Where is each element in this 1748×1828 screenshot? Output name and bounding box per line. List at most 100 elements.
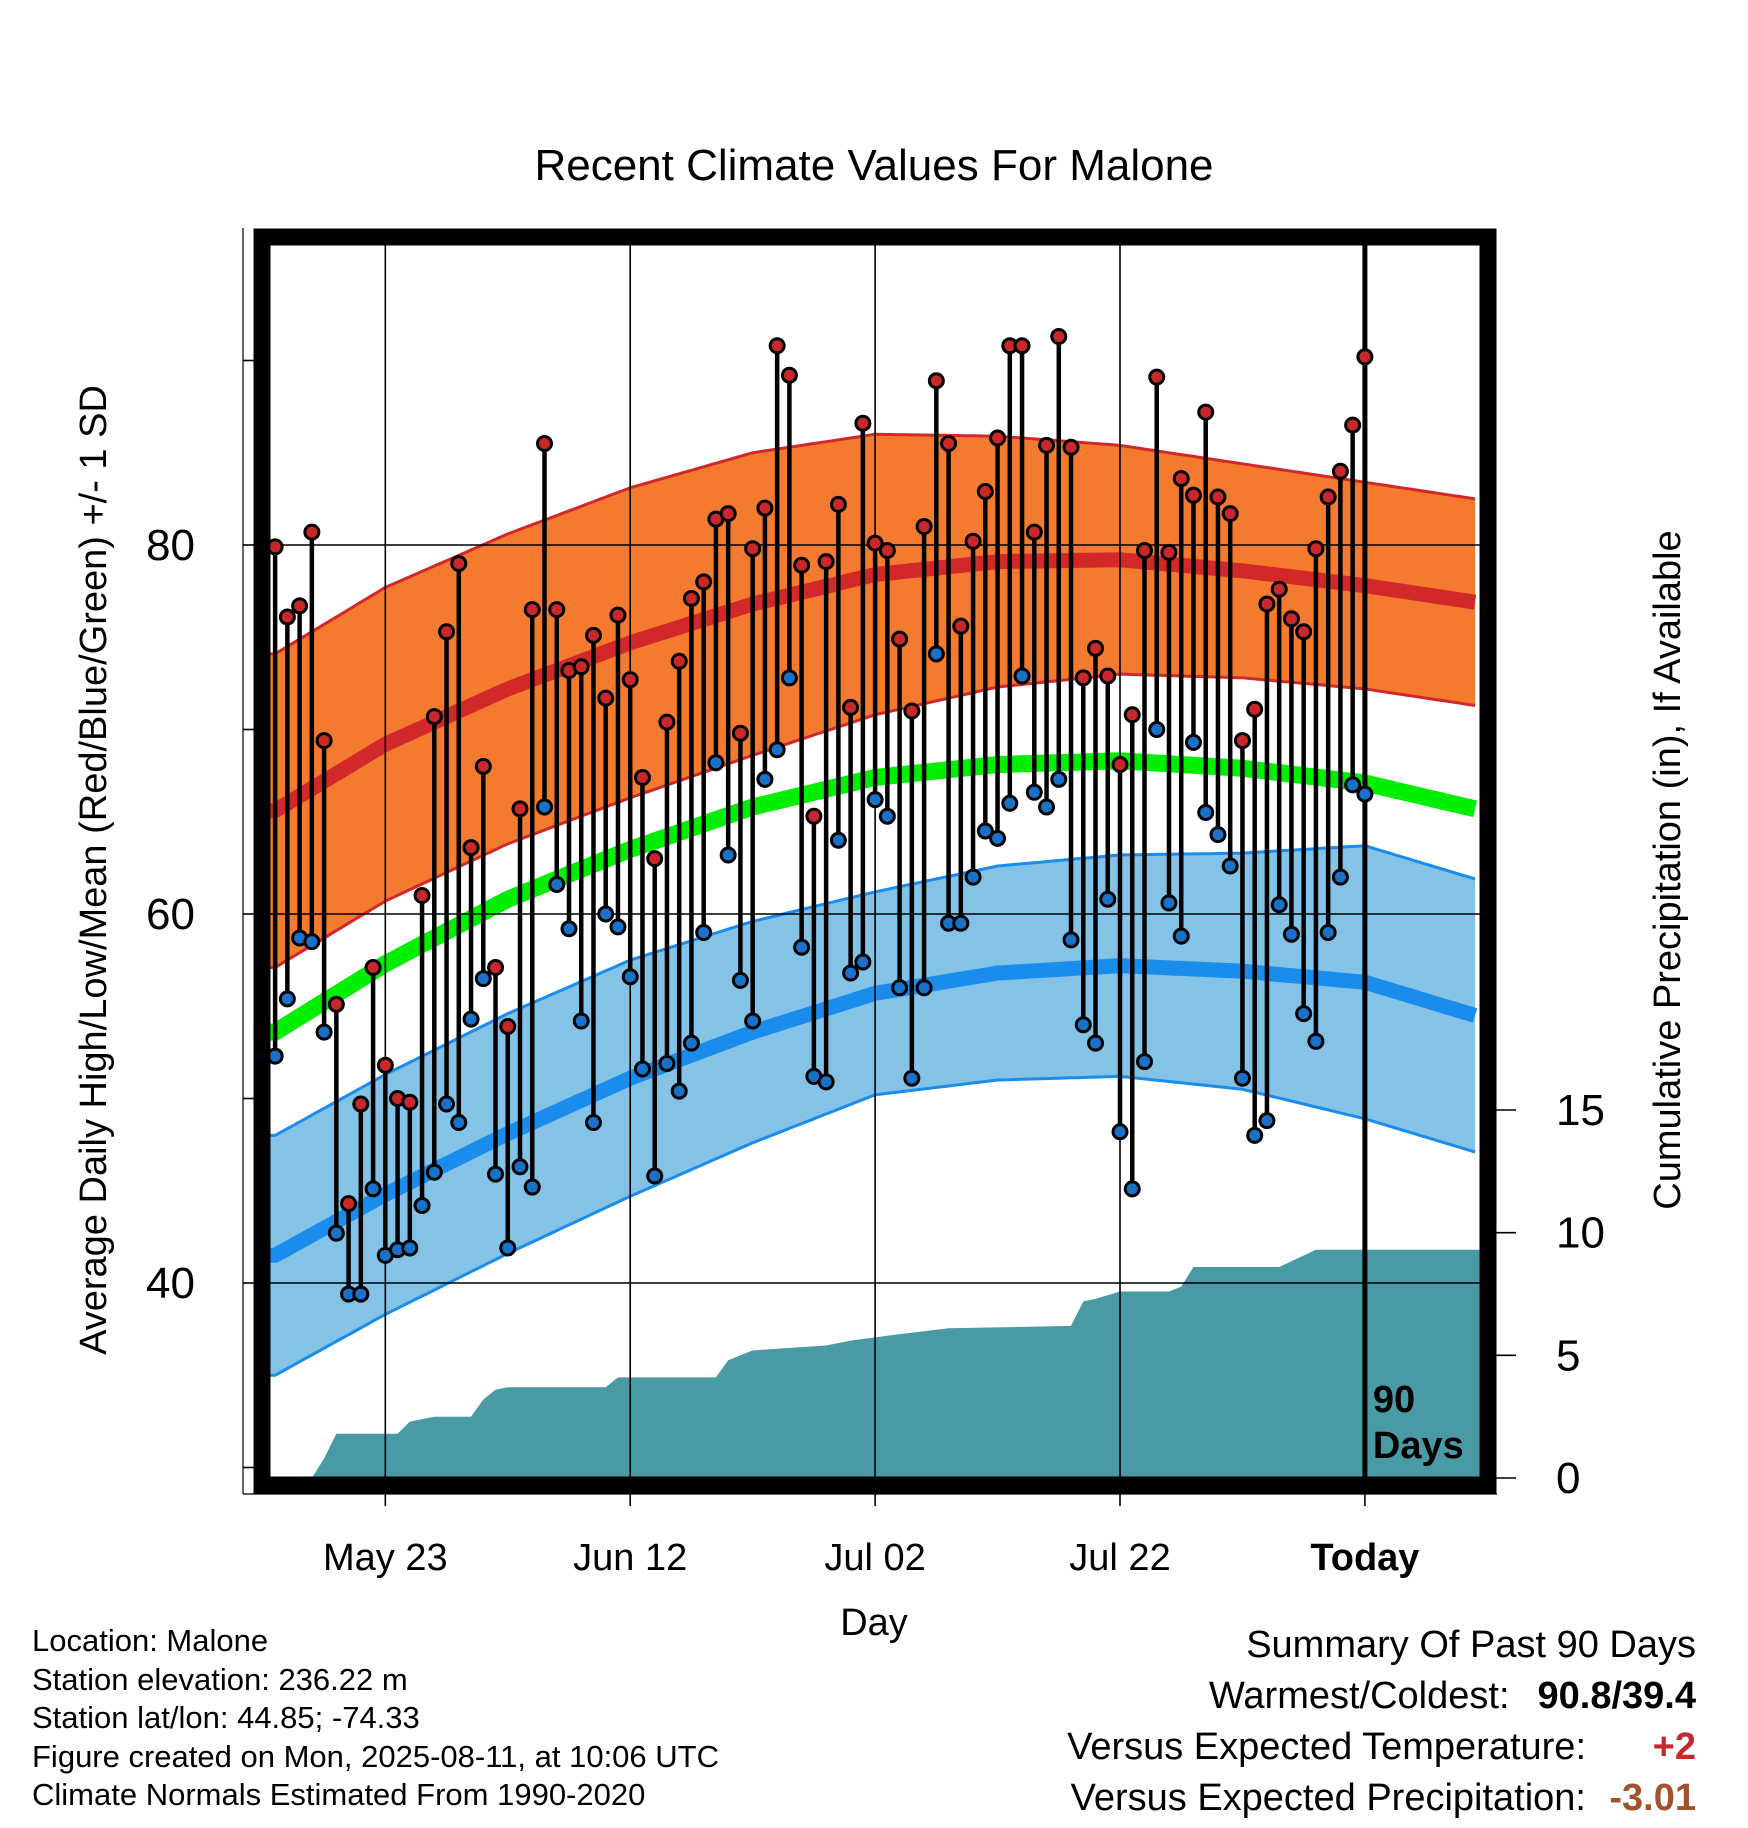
- low-temp-marker: [731, 971, 749, 989]
- high-temp-marker: [1282, 610, 1300, 628]
- summary-temp: Versus Expected Temperature: +2: [1067, 1722, 1696, 1773]
- low-temp-marker: [1148, 721, 1166, 738]
- x-tick-label: May 23: [323, 1537, 448, 1579]
- low-temp-marker: [878, 807, 896, 825]
- high-temp-marker: [682, 590, 700, 608]
- low-temp-marker: [903, 1069, 921, 1087]
- high-temp-marker: [756, 499, 774, 517]
- high-temp-marker: [658, 713, 676, 731]
- low-temp-marker: [793, 938, 811, 956]
- low-temp-marker: [1295, 1005, 1313, 1023]
- low-temp-marker: [1331, 868, 1349, 886]
- y-tick-label: 60: [146, 890, 195, 939]
- high-temp-marker: [474, 757, 492, 775]
- high-temp-marker: [291, 597, 309, 615]
- low-temp-marker: [633, 1060, 651, 1078]
- high-temp-marker: [352, 1095, 370, 1113]
- high-temp-marker: [609, 606, 627, 624]
- high-temp-marker: [633, 768, 651, 786]
- y2-axis-label: Cumulative Precipitation (in), If Availa…: [1647, 530, 1689, 1209]
- high-temp-marker: [621, 671, 639, 689]
- summary-heading: Summary Of Past 90 Days: [1067, 1620, 1696, 1671]
- high-temp-marker: [438, 623, 456, 641]
- high-temp-marker: [768, 337, 786, 355]
- summary-precip: Versus Expected Precipitation: -3.01: [1067, 1773, 1696, 1824]
- high-temp-marker: [499, 1018, 517, 1036]
- low-temp-marker: [523, 1178, 541, 1196]
- low-temp-marker: [989, 829, 1007, 847]
- low-temp-marker: [536, 798, 554, 816]
- plot-border: [253, 228, 1497, 1494]
- low-temp-marker: [756, 770, 774, 788]
- low-temp-marker: [413, 1197, 431, 1215]
- low-temp-marker: [487, 1165, 505, 1183]
- y2-tick-label: 10: [1556, 1209, 1605, 1258]
- location-text: Location: Malone: [32, 1623, 269, 1658]
- y-axis-right: 0 5 10 15: [1496, 1086, 1605, 1503]
- high-temp-marker: [805, 807, 823, 825]
- low-sd-band: [269, 845, 1476, 1376]
- high-temp-marker: [670, 652, 688, 670]
- precip-value: -3.01: [1609, 1777, 1696, 1819]
- low-temp-marker: [621, 968, 639, 986]
- low-temp-marker: [1111, 1123, 1129, 1141]
- high-temp-marker: [1111, 756, 1129, 774]
- y2-tick-label: 0: [1556, 1454, 1580, 1503]
- low-temp-marker: [548, 875, 566, 893]
- low-temp-marker: [364, 1180, 382, 1198]
- temp-value: +2: [1652, 1726, 1696, 1768]
- low-temp-marker: [352, 1285, 370, 1303]
- high-temp-marker: [1123, 706, 1141, 724]
- high-temp-marker: [1050, 328, 1068, 346]
- high-temp-marker: [303, 523, 321, 541]
- low-temp-marker: [854, 953, 872, 971]
- low-temp-marker: [695, 923, 713, 941]
- low-temp-marker: [315, 1023, 333, 1041]
- low-temp-marker: [1184, 733, 1202, 751]
- high-temp-marker: [462, 839, 480, 857]
- high-temp-marker: [425, 708, 443, 726]
- low-temp-marker: [707, 754, 725, 772]
- high-temp-marker: [1160, 543, 1178, 561]
- temp-label: Versus Expected Temperature:: [1067, 1726, 1586, 1768]
- precip-label: Versus Expected Precipitation:: [1070, 1777, 1586, 1819]
- high-temp-marker: [376, 1056, 394, 1074]
- summary-heading-text: Summary Of Past 90 Days: [1246, 1624, 1696, 1666]
- high-temp-marker: [1025, 523, 1043, 541]
- summary-warm-cold: Warmest/Coldest: 90.8/39.4: [1067, 1671, 1696, 1722]
- high-temp-marker: [548, 601, 566, 619]
- low-temp-marker: [976, 822, 994, 840]
- low-temp-marker: [1172, 927, 1190, 945]
- y-tick-label: 80: [146, 521, 195, 570]
- high-temp-marker: [695, 573, 713, 591]
- station-info: Location: Malone Station elevation: 236.…: [32, 1622, 719, 1815]
- y-axis-left: 40 60 80: [146, 359, 254, 1469]
- high-temp-marker: [327, 995, 345, 1013]
- low-temp-marker: [658, 1054, 676, 1072]
- y-axis-label: Average Daily High/Low/Mean (Red/Blue/Gr…: [73, 385, 115, 1355]
- high-temp-marker: [1270, 580, 1288, 598]
- high-temp-marker: [903, 702, 921, 720]
- high-temp-marker: [891, 630, 909, 648]
- high-temp-marker: [1148, 368, 1166, 386]
- high-temp-marker: [1184, 486, 1202, 504]
- low-temp-marker: [1344, 776, 1362, 794]
- low-temp-marker: [1319, 923, 1337, 941]
- high-temp-marker: [1197, 403, 1215, 421]
- latlon-text: Station lat/lon: 44.85; -74.33: [32, 1700, 420, 1735]
- high-temp-marker: [1307, 540, 1325, 558]
- precip-area: [275, 1249, 1481, 1478]
- high-temp-marker: [597, 689, 615, 707]
- y2-tick-label: 15: [1556, 1086, 1605, 1135]
- high-temp-marker: [927, 372, 945, 390]
- high-temp-marker: [731, 724, 749, 742]
- high-temp-marker: [1087, 639, 1105, 657]
- high-temp-marker: [278, 608, 296, 626]
- normals-note: Climate Normals Estimated From 1990-2020: [32, 1777, 646, 1812]
- low-temp-marker: [438, 1095, 456, 1113]
- low-temp-marker: [1258, 1112, 1276, 1130]
- low-temp-marker: [511, 1158, 529, 1176]
- low-temp-marker: [560, 920, 578, 938]
